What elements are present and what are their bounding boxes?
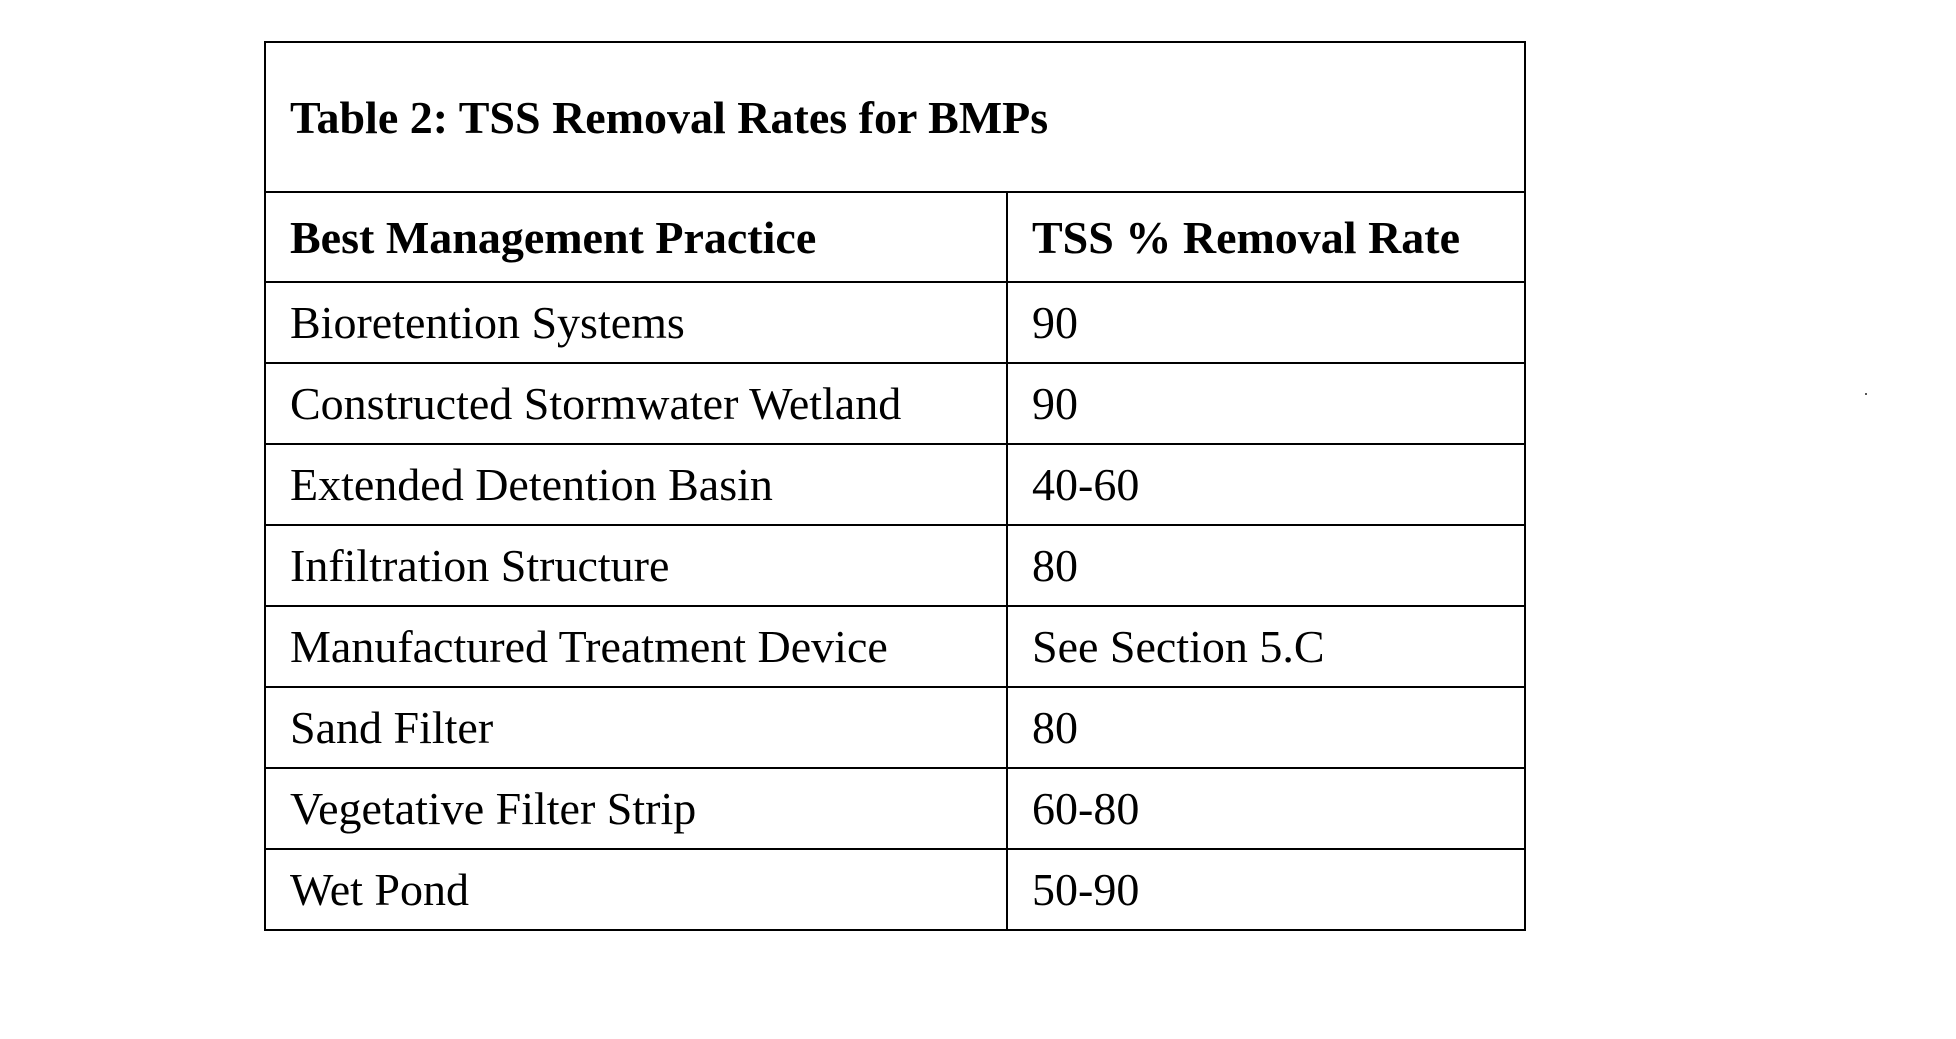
practice-cell: Bioretention Systems bbox=[264, 281, 1008, 364]
column-header-practice: Best Management Practice bbox=[264, 191, 1008, 283]
removal-rate-cell: 40-60 bbox=[1005, 443, 1527, 526]
scan-speck bbox=[1865, 393, 1867, 395]
table-title: Table 2: TSS Removal Rates for BMPs bbox=[263, 41, 1527, 193]
practice-cell: Infiltration Structure bbox=[264, 524, 1008, 607]
removal-rate-cell: See Section 5.C bbox=[1005, 605, 1527, 688]
removal-rate-cell: 80 bbox=[1005, 524, 1527, 607]
practice-cell: Wet Pond bbox=[264, 848, 1008, 931]
practice-cell: Constructed Stormwater Wetland bbox=[264, 362, 1008, 445]
removal-rate-cell: 90 bbox=[1005, 281, 1527, 364]
removal-rate-cell: 60-80 bbox=[1005, 767, 1527, 850]
table-row: Manufactured Treatment Device See Sectio… bbox=[264, 605, 1527, 688]
table-row: Sand Filter 80 bbox=[264, 686, 1527, 769]
removal-rate-cell: 90 bbox=[1005, 362, 1527, 445]
practice-cell: Extended Detention Basin bbox=[264, 443, 1008, 526]
column-header-removal-rate: TSS % Removal Rate bbox=[1005, 191, 1527, 283]
table-row: Bioretention Systems 90 bbox=[264, 281, 1527, 364]
table-header-row: Best Management Practice TSS % Removal R… bbox=[264, 191, 1527, 283]
practice-cell: Manufactured Treatment Device bbox=[264, 605, 1008, 688]
removal-rate-cell: 80 bbox=[1005, 686, 1527, 769]
removal-rate-cell: 50-90 bbox=[1005, 848, 1527, 931]
table-row: Infiltration Structure 80 bbox=[264, 524, 1527, 607]
table-row: Vegetative Filter Strip 60-80 bbox=[264, 767, 1527, 850]
table-row: Wet Pond 50-90 bbox=[264, 848, 1527, 931]
table-title-row: Table 2: TSS Removal Rates for BMPs bbox=[263, 41, 1527, 193]
practice-cell: Vegetative Filter Strip bbox=[264, 767, 1008, 850]
table-row: Constructed Stormwater Wetland 90 bbox=[264, 362, 1527, 445]
practice-cell: Sand Filter bbox=[264, 686, 1008, 769]
table-row: Extended Detention Basin 40-60 bbox=[264, 443, 1527, 526]
tss-removal-table: Table 2: TSS Removal Rates for BMPs Best… bbox=[263, 41, 1527, 931]
